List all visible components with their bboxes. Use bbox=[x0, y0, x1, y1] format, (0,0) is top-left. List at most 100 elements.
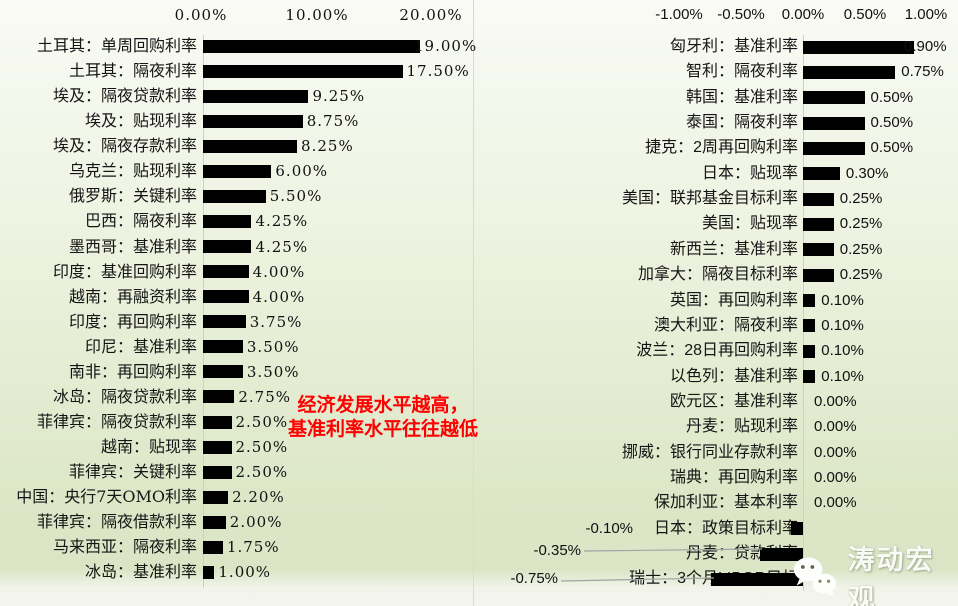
rate-bar bbox=[203, 315, 246, 329]
rate-bar bbox=[203, 565, 215, 579]
value-label: 1.75% bbox=[226, 538, 280, 557]
axis-zero-line bbox=[203, 35, 204, 588]
rate-bar bbox=[203, 490, 229, 504]
category-label: 越南：再融资利率 bbox=[68, 286, 197, 306]
category-label: 印尼：基准利率 bbox=[84, 336, 197, 356]
rate-bar bbox=[203, 365, 243, 379]
value-label: 4.25% bbox=[255, 237, 309, 256]
rate-bar bbox=[203, 240, 252, 254]
category-label: 马来西亚：隔夜利率 bbox=[52, 537, 197, 557]
category-label: 冰岛：基准利率 bbox=[84, 562, 197, 582]
category-label: 冰岛：隔夜贷款利率 bbox=[52, 386, 197, 406]
rate-bar bbox=[803, 294, 816, 307]
rate-bar bbox=[203, 390, 235, 404]
rate-bar bbox=[790, 522, 803, 536]
value-label: 2.50% bbox=[235, 438, 289, 457]
category-label: 埃及：隔夜存款利率 bbox=[52, 136, 197, 156]
category-label: 埃及：贴现利率 bbox=[84, 111, 197, 131]
category-label: 乌克兰：贴现利率 bbox=[68, 161, 197, 181]
value-label: 0.10% bbox=[821, 291, 864, 309]
category-label: 土耳其：单周回购利率 bbox=[36, 36, 197, 55]
value-label: 3.50% bbox=[246, 337, 300, 356]
value-label: 0.30% bbox=[845, 164, 889, 182]
value-label: 4.00% bbox=[252, 262, 306, 281]
category-label: 埃及：隔夜贷款利率 bbox=[52, 86, 197, 106]
rate-bar bbox=[803, 319, 816, 333]
value-label: 6.00% bbox=[275, 162, 329, 181]
category-label: 波兰：28日再回购利率 bbox=[636, 342, 798, 360]
value-label: 0.00% bbox=[814, 494, 857, 512]
category-label: 韩国：基准利率 bbox=[685, 88, 798, 106]
value-label: 8.75% bbox=[306, 112, 360, 131]
category-label: 英国：再回购利率 bbox=[669, 291, 798, 309]
rate-bar bbox=[203, 340, 243, 354]
rate-bar bbox=[203, 64, 403, 78]
value-label: 5.50% bbox=[269, 187, 323, 206]
rate-bar bbox=[803, 370, 816, 384]
rate-bar bbox=[203, 89, 309, 103]
rate-bar bbox=[203, 189, 266, 203]
rate-bar bbox=[203, 415, 232, 429]
value-label: 1.00% bbox=[218, 563, 272, 582]
value-label: 2.75% bbox=[238, 387, 291, 406]
value-label: 0.00% bbox=[814, 392, 857, 410]
value-label: 0.00% bbox=[814, 468, 857, 486]
category-label: 印度：再回购利率 bbox=[68, 311, 197, 331]
category-label: 俄罗斯：关键利率 bbox=[68, 186, 197, 206]
rate-bar bbox=[203, 540, 223, 554]
x-axis-tick-label: 10.00% bbox=[285, 6, 349, 24]
rate-bar bbox=[803, 116, 865, 130]
x-axis-tick-label: 0.00% bbox=[174, 6, 228, 24]
value-label: 0.00% bbox=[814, 418, 857, 436]
annotation-line-2: 基准利率水平往往越低 bbox=[287, 418, 478, 440]
category-label: 中国：央行7天OMO利率 bbox=[16, 487, 197, 507]
rate-bar bbox=[203, 290, 249, 304]
rate-bar bbox=[710, 572, 803, 586]
rate-bar bbox=[203, 114, 303, 128]
value-label: 0.10% bbox=[821, 342, 864, 360]
value-label: -0.10% bbox=[585, 519, 633, 537]
value-label: 17.50% bbox=[406, 62, 470, 81]
category-label: 美国：联邦基金目标利率 bbox=[621, 190, 798, 208]
value-label: 0.25% bbox=[839, 240, 883, 258]
category-label: 挪威：银行同业存款利率 bbox=[621, 443, 798, 461]
rate-bar bbox=[803, 167, 840, 181]
rate-bar bbox=[803, 217, 834, 231]
value-label: 0.10% bbox=[821, 316, 864, 334]
value-label: 0.25% bbox=[839, 266, 883, 284]
value-label: 0.00% bbox=[814, 443, 857, 461]
category-label: 菲律宾：隔夜贷款利率 bbox=[36, 412, 197, 432]
category-label: 日本：政策目标利率 bbox=[653, 519, 798, 537]
value-label: 2.50% bbox=[235, 463, 289, 482]
rate-bar bbox=[803, 91, 865, 105]
value-label: 2.20% bbox=[232, 488, 285, 507]
category-label: 保加利亚：基本利率 bbox=[653, 494, 798, 512]
watermark: 涛动宏观 bbox=[790, 538, 958, 606]
category-label: 土耳其：隔夜利率 bbox=[68, 61, 197, 81]
category-label: 智利：隔夜利率 bbox=[685, 63, 798, 81]
value-label: 0.25% bbox=[839, 215, 883, 233]
value-label: 0.75% bbox=[901, 63, 944, 81]
value-label: 2.50% bbox=[235, 413, 289, 432]
category-label: 欧元区：基准利率 bbox=[669, 392, 798, 410]
x-axis-tick-label: 0.00% bbox=[781, 6, 825, 23]
value-label: 9.25% bbox=[312, 87, 366, 106]
value-label: 0.50% bbox=[870, 88, 914, 106]
category-label: 菲律宾：隔夜借款利率 bbox=[36, 512, 197, 532]
category-label: 泰国：隔夜利率 bbox=[685, 114, 798, 132]
category-label: 丹麦：贴现利率 bbox=[685, 418, 798, 436]
wechat-icon bbox=[793, 557, 837, 598]
rate-bar bbox=[203, 164, 272, 178]
rate-bar bbox=[203, 265, 249, 279]
category-label: 新西兰：基准利率 bbox=[669, 240, 798, 258]
annotation-line-1: 经济发展水平越高， bbox=[297, 394, 469, 416]
value-label: 19.00% bbox=[414, 37, 478, 55]
value-label: 0.10% bbox=[821, 367, 864, 385]
value-label: 0.50% bbox=[870, 139, 914, 157]
category-label: 南非：再回购利率 bbox=[68, 361, 197, 381]
value-label: -0.75% bbox=[510, 570, 558, 588]
x-axis-tick-label: -1.00% bbox=[655, 6, 703, 23]
value-label: 0.50% bbox=[870, 114, 914, 132]
category-label: 越南：贴现率 bbox=[100, 437, 197, 457]
value-label: 3.50% bbox=[246, 362, 300, 381]
